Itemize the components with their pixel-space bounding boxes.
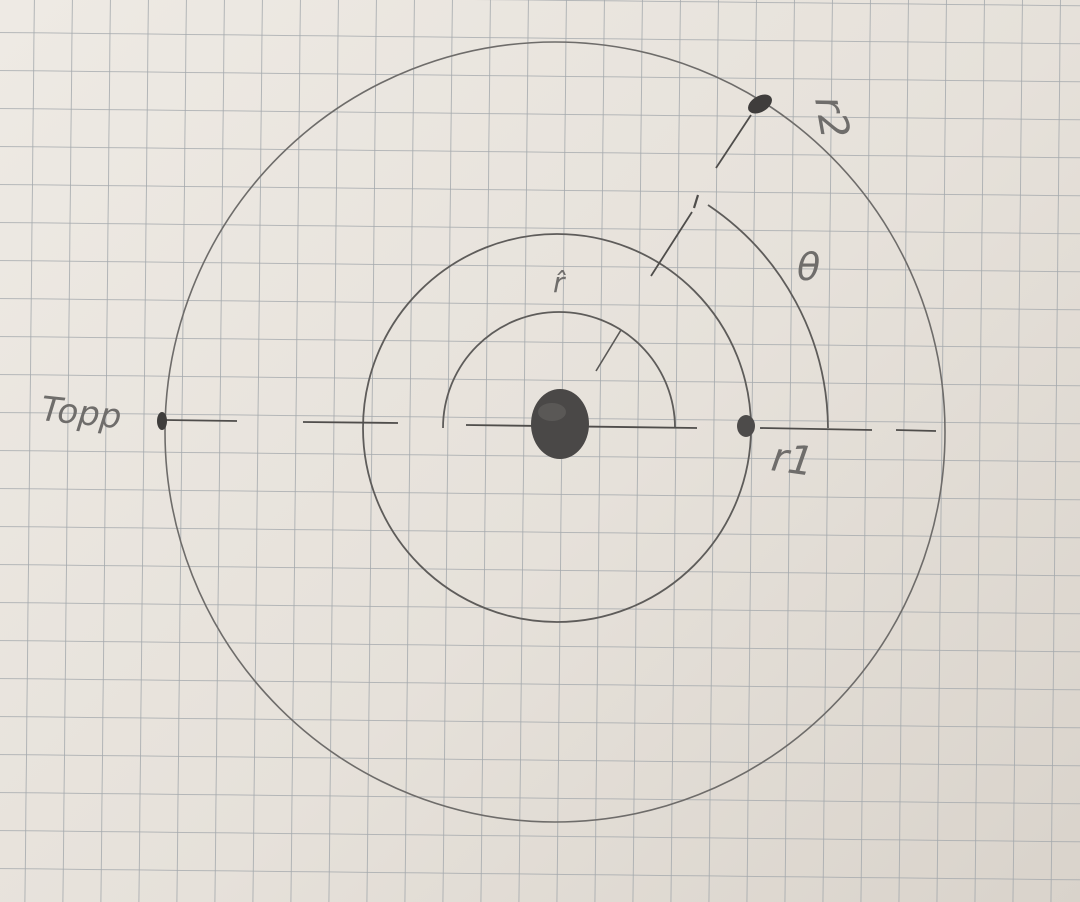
inner-radius-tick [595,329,622,372]
r1-point-dot [737,415,755,437]
central-body-shade [538,403,566,421]
radial-dash-3 [715,114,752,169]
topp-label: Topp [39,389,123,437]
axis-segment-left [164,419,238,422]
topp-point-dot [157,412,167,430]
radial-dash-2 [692,194,700,209]
r-hat-label: r̂ [553,266,566,299]
axis-segment-right [759,427,873,431]
central-body-dot [531,389,589,459]
r2-label: r2 [805,93,858,142]
axis-segment-far-right [895,429,937,432]
r2-point-dot [748,94,772,114]
theta-label: θ [797,245,820,289]
axis-segment-mid-left [302,421,399,424]
radial-dash-1 [650,211,693,277]
r1-label: r1 [769,434,817,485]
inner-semicircle-arc [442,311,676,429]
outer-orbit-circle [164,41,946,823]
theta-angle-arc [707,204,829,429]
